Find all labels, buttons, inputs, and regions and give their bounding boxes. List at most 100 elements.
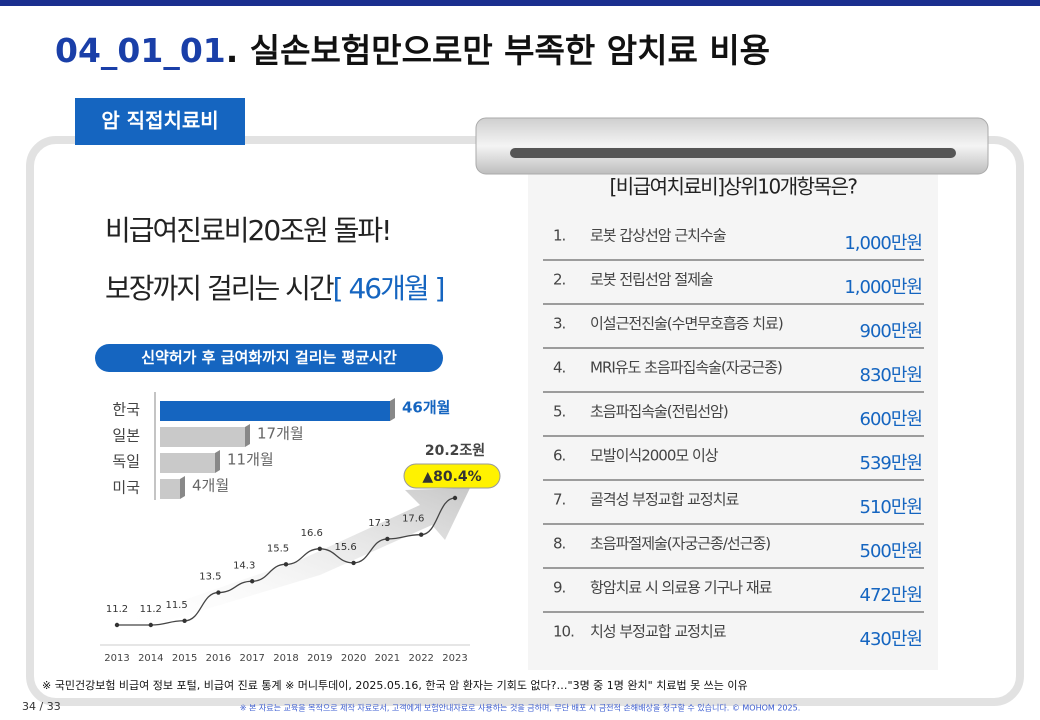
bar-depth [245, 424, 250, 447]
value-label: 14.3 [233, 560, 255, 571]
item-number: 4. [553, 359, 566, 377]
item-number: 5. [553, 403, 566, 421]
headline-text: 보장까지 걸리는 시간 [105, 272, 334, 305]
point [283, 562, 289, 567]
y-tick-label: 미국 [112, 479, 140, 497]
item-cost: 1,000만원 [844, 233, 922, 254]
title-text: . 실손보험만으로만 부족한 암치료 비용 [226, 31, 770, 70]
headline: 비급여진료비20조원 돌파! [105, 214, 390, 247]
tab [75, 98, 245, 145]
title: 04_01_01. 실손보험만으로만 부족한 암치료 비용 [55, 31, 770, 70]
x-tick-label: 2021 [375, 653, 400, 664]
pill-label: 신약허가 후 급여화까지 걸리는 평균시간 [141, 349, 397, 367]
item-name: 골격성 부정교합 교정치료 [590, 491, 740, 509]
item-name: 로봇 전립선암 절제술 [590, 271, 713, 289]
line-chart: 2013 11.2 2014 11.2 2015 11.5 2016 13.5 2017 14.3… [100, 443, 501, 664]
y-tick-label: 한국 [112, 401, 140, 419]
point [452, 495, 458, 501]
item-number: 7. [553, 491, 566, 509]
x-tick-label: 2014 [138, 653, 163, 664]
value-label: 15.5 [267, 543, 289, 554]
x-tick-label: 2016 [206, 653, 231, 664]
value-label: 11개월 [227, 451, 274, 469]
scroll-roll [475, 117, 989, 175]
item-number: 8. [553, 535, 566, 553]
item-cost: 500만원 [860, 541, 922, 562]
item-number: 3. [553, 315, 566, 333]
source-note: ※ 국민건강보험 비급여 정보 포털, 비급여 진료 통계 ※ 머니투데이, 2… [42, 679, 748, 692]
item-name: 초음파집속술(전립선암) [590, 403, 728, 421]
item-name: MRI유도 초음파집속술(자궁근종) [590, 359, 782, 377]
x-tick-label: 2022 [408, 653, 433, 664]
value-label: 11.2 [106, 604, 128, 615]
item-name: 항암치료 시 의료용 기구나 재료 [590, 579, 773, 597]
item-cost: 539만원 [860, 453, 922, 474]
item-cost: 472만원 [860, 585, 922, 606]
bar-depth [180, 476, 185, 499]
x-tick-label: 2017 [239, 653, 264, 664]
value-label: 13.5 [199, 572, 221, 583]
item-name: 로봇 갑상선암 근치수술 [590, 227, 726, 245]
headline: 보장까지 걸리는 시간[ 46개월 ] [105, 272, 444, 305]
tab-label: 암 직접치료비 [101, 109, 218, 133]
x-tick-label: 2018 [273, 653, 298, 664]
value-label: 20.2조원 [425, 443, 485, 459]
bar [160, 453, 215, 473]
bar [160, 401, 390, 421]
item-cost: 900만원 [860, 321, 922, 342]
item-cost: 510만원 [860, 497, 922, 518]
item-name: 모발이식2000모 이상 [590, 447, 719, 465]
x-tick-label: 2020 [341, 653, 366, 664]
bar [160, 479, 180, 499]
y-tick-label: 독일 [112, 453, 140, 471]
x-tick-label: 2013 [104, 653, 129, 664]
bar [160, 427, 245, 447]
bar-depth [215, 450, 220, 473]
point [114, 622, 120, 628]
value-label: 11.2 [140, 604, 162, 615]
annotation-badge [403, 463, 501, 489]
value-label: 46개월 [402, 399, 450, 417]
page-number: 34 / 33 [22, 700, 61, 713]
x-tick-label: 2019 [307, 653, 332, 664]
point [317, 546, 322, 551]
item-cost: 1,000만원 [844, 277, 922, 298]
disclaimer: ※ 본 자료는 교육을 목적으로 제작 자료로서, 고객에게 보험안내자료로 사… [240, 703, 800, 713]
value-label: 16.6 [301, 528, 323, 539]
value-label: 15.6 [334, 542, 356, 553]
item-number: 2. [553, 271, 566, 289]
point [182, 618, 187, 623]
item-cost: 600만원 [860, 409, 922, 430]
trend-arrow [120, 488, 470, 632]
headline-highlight: [ 46개월 ] [333, 272, 444, 305]
value-label: 17.6 [402, 514, 424, 525]
top-bar [0, 0, 1040, 6]
value-label: 17개월 [257, 425, 304, 443]
point [148, 622, 153, 628]
point [419, 532, 424, 537]
item-number: 6. [553, 447, 566, 465]
bar-depth [390, 398, 395, 421]
item-name: 초음파절제술(자궁근종/선근종) [590, 535, 770, 553]
item-list: 1. 로봇 갑상선암 근치수술 1,000만원 2. 로봇 전립선암 절제술 1,000만… [543, 227, 924, 650]
item-name: 이설근전진술(수면무호흡증 치료) [590, 315, 783, 333]
item-cost: 430만원 [860, 629, 922, 650]
value-label: 11.5 [165, 600, 187, 611]
annotation: ▲80.4% [422, 469, 481, 485]
item-number: 9. [553, 579, 566, 597]
y-tick-label: 일본 [112, 427, 140, 445]
item-name: 치성 부정교합 교정치료 [590, 623, 727, 641]
x-tick-label: 2023 [442, 653, 467, 664]
scroll-paper [528, 150, 938, 670]
pill [95, 344, 443, 372]
point [385, 536, 390, 542]
point [250, 579, 255, 584]
x-tick-label: 2015 [172, 653, 197, 664]
title-code: 04_01_01 [55, 31, 226, 70]
item-number: 1. [553, 227, 566, 245]
value-label: 4개월 [192, 477, 229, 495]
list-title: [비급여치료비]상위10개항목은? [610, 175, 858, 199]
point [216, 590, 221, 595]
